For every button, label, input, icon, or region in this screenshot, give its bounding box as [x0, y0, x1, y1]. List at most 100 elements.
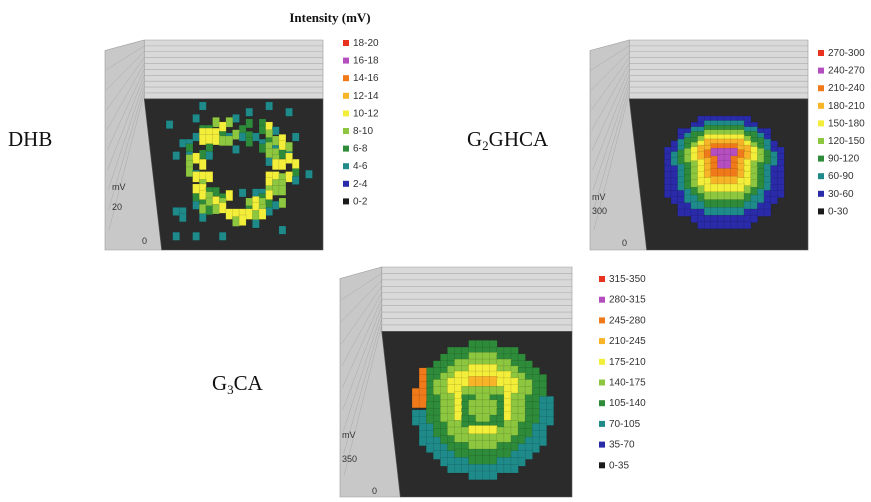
- legend-label: 18-20: [353, 38, 379, 49]
- surface-cell: [482, 470, 491, 481]
- surface-cell: [278, 149, 287, 160]
- surface-cell: [192, 152, 200, 164]
- surface-cell: [278, 158, 287, 170]
- surface-cell: [218, 231, 227, 241]
- legend-swatch: [818, 138, 824, 144]
- surface-cell: [677, 182, 685, 191]
- legend-swatch: [599, 462, 605, 469]
- surface-cell: [670, 196, 679, 205]
- grid-line: [342, 299, 382, 388]
- surface-cell: [192, 114, 200, 123]
- surface-cell: [468, 455, 477, 466]
- legend-label: 150-180: [828, 118, 865, 129]
- surface-cell: [245, 137, 253, 147]
- grid-line: [105, 45, 145, 71]
- legend-swatch: [599, 276, 605, 282]
- surface-cell: [743, 221, 752, 229]
- surface-cell: [737, 207, 745, 216]
- surface-cell: [285, 141, 293, 153]
- surface-cell: [265, 101, 273, 111]
- surface-cell: [265, 157, 273, 167]
- legend-label: 140-175: [609, 378, 646, 389]
- surface-cell: [539, 387, 547, 398]
- legend-swatch: [343, 75, 349, 82]
- legend-swatch: [343, 198, 349, 205]
- legend-label: 4-6: [353, 161, 368, 172]
- surface-cell: [418, 436, 427, 447]
- grid-line: [106, 57, 145, 111]
- legend-label: 175-210: [609, 357, 646, 368]
- surface-cell: [482, 455, 491, 466]
- surface-cell: [245, 107, 253, 117]
- surface-cell: [265, 148, 273, 159]
- grid-line: [108, 92, 145, 231]
- surface-cell: [684, 208, 692, 217]
- surface-cell: [697, 200, 705, 210]
- surface-cell: [717, 207, 725, 216]
- surface-cell: [489, 455, 498, 466]
- surface-cell: [172, 207, 180, 216]
- surface-cell: [232, 216, 240, 227]
- grid-line: [108, 86, 145, 211]
- surface-cell: [212, 134, 220, 146]
- surface-cell: [305, 169, 313, 179]
- surface-cell: [723, 221, 732, 229]
- grid-line: [591, 63, 630, 131]
- grid-line: [341, 286, 382, 345]
- legend-label: 240-270: [828, 66, 865, 77]
- z-axis-tick: 350: [342, 454, 357, 464]
- surface-cell: [272, 135, 280, 146]
- surface-cell: [510, 464, 519, 474]
- surface-cell: [447, 464, 456, 474]
- surface-cell: [433, 450, 441, 460]
- panel-dhb: DHB mV 20 0 18-20 16-18 14-16 12-14 10-12 8-10 6-8…: [8, 38, 379, 251]
- surface-cell: [265, 207, 273, 216]
- surface-cell: [199, 213, 207, 222]
- legend-label: 245-280: [609, 315, 646, 326]
- surface-cell: [524, 450, 533, 460]
- surface-cell: [225, 208, 234, 220]
- surface-cell: [225, 135, 234, 146]
- grid-line: [343, 312, 382, 432]
- surface-cell: [291, 176, 300, 185]
- legend-swatch: [343, 128, 349, 134]
- surface-cell: [703, 207, 712, 216]
- surface-cell: [179, 138, 187, 148]
- surface-cell: [258, 124, 267, 135]
- legend-swatch: [599, 338, 605, 345]
- surface-cell: [743, 200, 752, 210]
- legend-swatch: [818, 155, 824, 162]
- surface-cell: [763, 182, 772, 191]
- legend-swatch: [818, 120, 824, 127]
- surface-cell: [199, 189, 207, 201]
- legend-swatch: [599, 358, 605, 365]
- sample-label: DHB: [8, 127, 52, 151]
- grid-line: [593, 92, 630, 231]
- surface-cell: [763, 208, 772, 217]
- surface-cell: [205, 134, 214, 146]
- legend: 270-300 240-270 210-240 180-210 150-180 120-1…: [818, 48, 865, 217]
- surface-cell: [475, 455, 484, 466]
- surface-cell: [199, 203, 207, 215]
- grid-line: [590, 45, 630, 71]
- surface-cell: [265, 189, 273, 201]
- legend-swatch: [818, 190, 824, 197]
- surface-cell: [418, 394, 427, 409]
- surface-cell: [757, 208, 765, 217]
- surface-cell: [496, 448, 505, 459]
- surface-cell: [232, 145, 240, 154]
- legend-swatch: [599, 379, 605, 386]
- surface-cell: [531, 414, 540, 425]
- z-axis-tick: 0: [372, 486, 377, 496]
- legend-swatch: [599, 441, 605, 448]
- surface-cell: [238, 132, 247, 142]
- legend-label: 60-90: [828, 171, 854, 182]
- grid-line: [340, 273, 382, 301]
- surface-cell: [664, 190, 672, 198]
- surface-cell: [212, 186, 220, 197]
- surface-cell: [272, 200, 280, 210]
- surface-cell: [205, 171, 214, 183]
- figure-title: Intensity (mV): [289, 10, 370, 25]
- surface-cell: [252, 132, 260, 142]
- surface-cell: [291, 132, 300, 142]
